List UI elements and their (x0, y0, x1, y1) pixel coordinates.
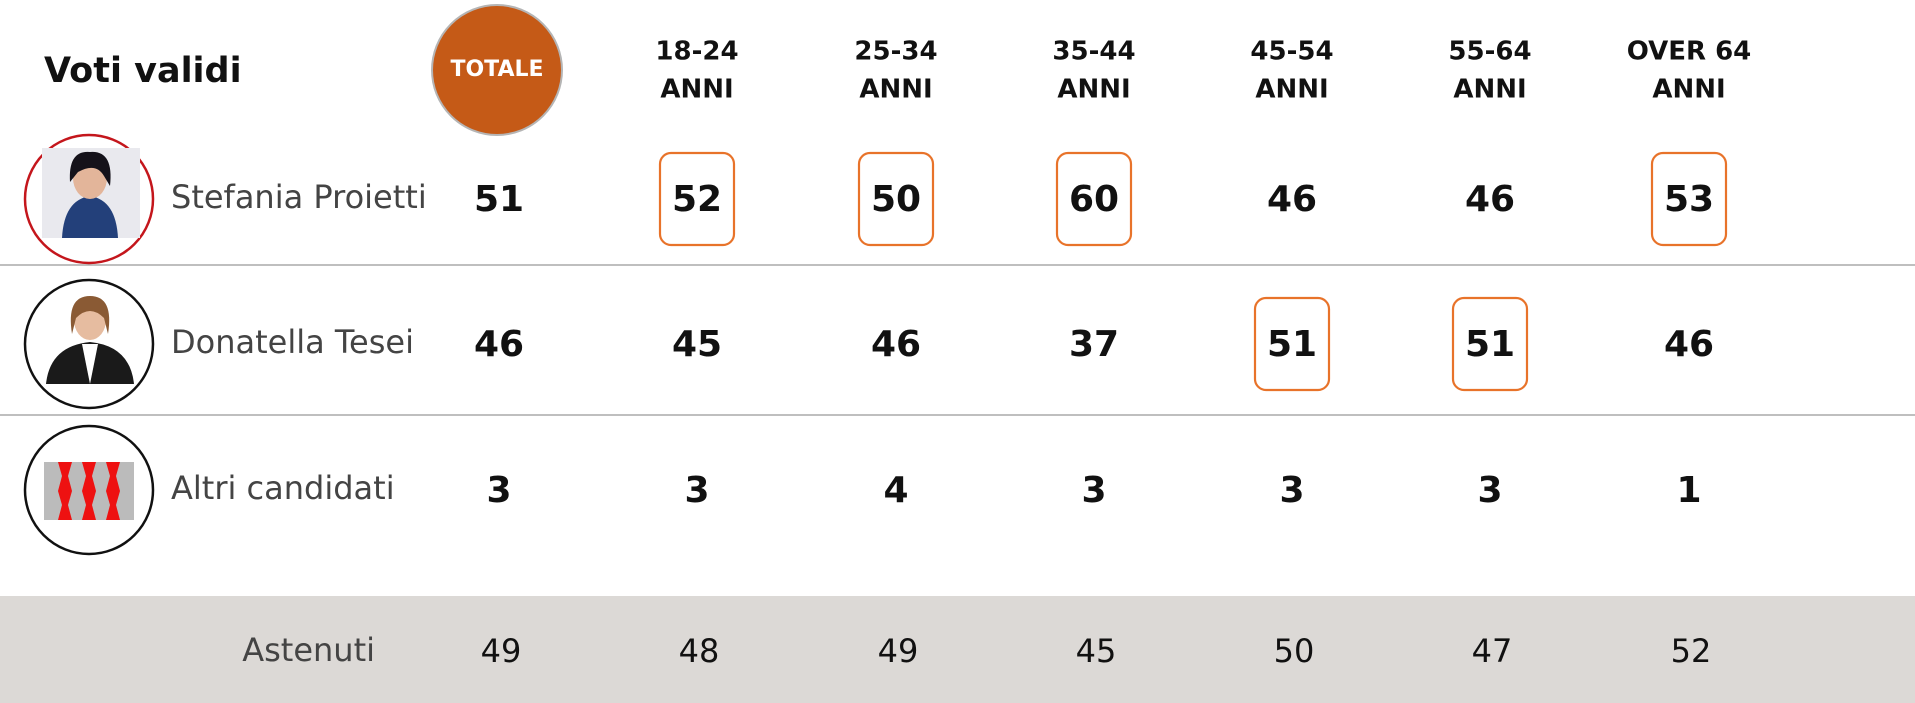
abstain-value: 47 (1472, 632, 1513, 670)
value-cell: 51 (1267, 324, 1317, 365)
value-cell: 46 (474, 324, 524, 365)
value-cell: 3 (1279, 470, 1304, 511)
candidate-name: Altri candidati (171, 469, 395, 507)
abstain-value: 49 (878, 632, 919, 670)
value-cell: 46 (1465, 179, 1515, 220)
value-cell: 1 (1676, 470, 1701, 511)
value-cell: 53 (1664, 179, 1714, 220)
column-header: 18-24 (655, 37, 738, 67)
value-cell: 46 (1267, 179, 1317, 220)
abstain-value: 50 (1274, 632, 1315, 670)
column-header: 45-54 (1250, 37, 1333, 67)
column-header: OVER 64 (1627, 37, 1752, 67)
column-header: 35-44 (1052, 37, 1135, 67)
avatar (25, 135, 153, 263)
value-cell: 3 (1081, 470, 1106, 511)
abstain-label: Astenuti (242, 631, 375, 669)
value-cell: 3 (684, 470, 709, 511)
candidate-name: Donatella Tesei (171, 323, 414, 361)
avatar (25, 280, 153, 408)
abstain-value: 48 (679, 632, 720, 670)
column-header: TOTALE (450, 57, 543, 82)
column-header: ANNI (660, 75, 733, 105)
value-cell: 37 (1069, 324, 1119, 365)
value-cell: 46 (1664, 324, 1714, 365)
value-cell: 50 (871, 179, 921, 220)
candidate-name: Stefania Proietti (171, 178, 427, 216)
value-cell: 46 (871, 324, 921, 365)
column-header: 55-64 (1448, 37, 1531, 67)
abstain-value: 52 (1671, 632, 1712, 670)
column-header: ANNI (1255, 75, 1328, 105)
value-cell: 4 (883, 470, 908, 511)
column-header: ANNI (1057, 75, 1130, 105)
abstain-value: 49 (481, 632, 522, 670)
value-cell: 45 (672, 324, 722, 365)
value-cell: 51 (474, 179, 524, 220)
page: Voti validi TOTALE 18-24 ANNI 25-34 ANNI 35-4… (0, 0, 1915, 703)
column-header: ANNI (1453, 75, 1526, 105)
value-cell: 60 (1069, 179, 1119, 220)
value-cell: 3 (1477, 470, 1502, 511)
value-cell: 3 (486, 470, 511, 511)
value-cell: 52 (672, 179, 722, 220)
column-header: ANNI (859, 75, 932, 105)
table-title: Voti validi (44, 51, 242, 91)
avatar (25, 426, 153, 554)
column-header: ANNI (1652, 75, 1725, 105)
slide: Voti validi TOTALE 18-24 ANNI 25-34 ANNI 35-4… (0, 0, 1915, 703)
value-cell: 51 (1465, 324, 1515, 365)
abstain-value: 45 (1076, 632, 1117, 670)
column-header: 25-34 (854, 37, 937, 67)
